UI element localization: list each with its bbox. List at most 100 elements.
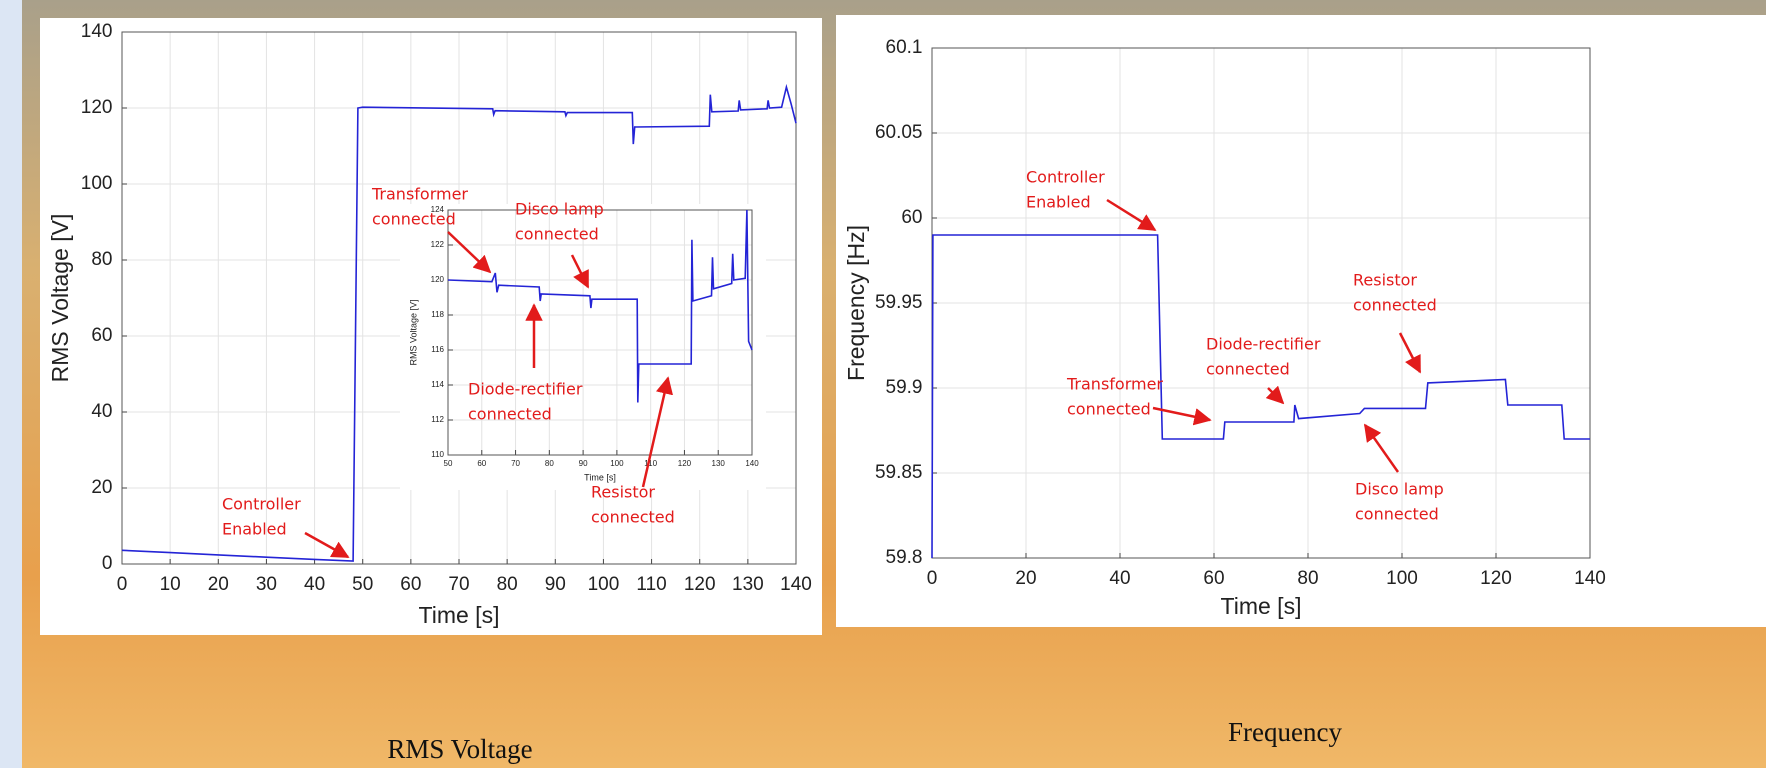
annotation-arrow [641,376,674,488]
x-tick-label: 60 [400,574,421,595]
annotation: connected [1067,400,1151,419]
y-axis-label: Frequency [Hz] [843,225,869,381]
annotation: connected [591,508,675,527]
annotation: Controller [1026,168,1105,187]
x-tick-label: 80 [545,459,554,468]
annotation-arrow [447,231,492,274]
y-tick-label: 80 [91,249,112,270]
y-tick-label: 20 [91,477,112,498]
annotation: connected [1206,360,1290,379]
x-tick-label: 40 [304,574,325,595]
y-tick-label: 60 [91,325,112,346]
x-tick-label: 70 [511,459,520,468]
x-tick-label: 130 [712,459,726,468]
y-tick-label: 59.85 [875,462,923,483]
data-line [447,209,753,403]
y-tick-label: 118 [431,310,444,319]
x-tick-label: 30 [256,574,277,595]
x-tick-label: 100 [588,574,620,595]
y-tick-label: 140 [81,21,113,42]
x-axis-label: Time [s] [419,602,500,628]
annotation: Controller [222,495,301,514]
y-tick-label: 110 [431,450,444,459]
x-tick-label: 120 [678,459,692,468]
annotation-arrow [1265,385,1285,405]
x-tick-label: 100 [1386,568,1418,589]
annotation-arrow [570,254,590,289]
annotation: connected [372,210,456,229]
annotation: Resistor [591,483,655,502]
x-tick-label: 140 [780,574,812,595]
x-tick-label: 90 [545,574,566,595]
x-tick-label: 140 [1574,568,1606,589]
y-tick-label: 60.05 [875,122,923,143]
plot-frame [121,31,797,565]
x-tick-label: 60 [1203,568,1224,589]
y-tick-label: 59.8 [886,547,923,568]
annotation: connected [468,405,552,424]
y-tick-label: 59.95 [875,292,923,313]
y-tick-label: 116 [431,345,444,354]
annotation-arrow [1398,332,1422,374]
y-tick-label: 60.1 [886,37,923,58]
side-strip [0,0,22,768]
y-axis-label: RMS Voltage [V] [408,299,418,365]
x-tick-label: 120 [1480,568,1512,589]
x-tick-label: 120 [684,574,716,595]
x-tick-label: 80 [1297,568,1318,589]
annotation: connected [515,225,599,244]
plot-frame [447,209,753,456]
x-tick-label: 60 [477,459,486,468]
y-tick-label: 59.9 [886,377,923,398]
annotation-arrow [1363,423,1400,473]
annotation: connected [1353,296,1437,315]
y-tick-label: 112 [431,415,444,424]
annotation-arrow [1152,406,1212,426]
annotation: Resistor [1353,271,1417,290]
annotation: Diode-rectifier [1206,335,1321,354]
x-tick-label: 0 [117,574,128,595]
y-tick-label: 120 [81,97,113,118]
caption: RMS Voltage [387,734,532,764]
x-tick-label: 140 [745,459,759,468]
y-axis-label: RMS Voltage [V] [47,214,73,383]
y-tick-label: 40 [91,401,112,422]
x-tick-label: 80 [497,574,518,595]
annotation: Disco lamp [515,200,604,219]
x-tick-label: 70 [448,574,469,595]
caption: Frequency [1228,717,1342,747]
x-tick-label: 110 [644,459,657,468]
annotation: Transformer [1066,375,1163,394]
y-tick-label: 60 [901,207,922,228]
x-tick-label: 130 [732,574,764,595]
panel [836,15,1766,627]
x-tick-label: 0 [927,568,938,589]
annotation: Enabled [1026,193,1091,212]
x-axis-label: Time [s] [584,472,616,482]
x-tick-label: 10 [160,574,181,595]
x-tick-label: 20 [1015,568,1036,589]
annotation: Transformer [371,185,468,204]
y-tick-label: 0 [102,553,113,574]
y-tick-label: 100 [81,173,113,194]
y-tick-label: 124 [431,205,445,214]
annotation-arrow [1106,198,1157,232]
annotation: Disco lamp [1355,480,1444,499]
data-line [931,234,1590,559]
annotation: Diode-rectifier [468,380,583,399]
y-tick-label: 122 [431,240,445,249]
x-tick-label: 110 [636,574,666,595]
x-tick-label: 20 [208,574,229,595]
annotation: Enabled [222,520,287,539]
x-tick-label: 90 [579,459,588,468]
x-tick-label: 50 [444,459,453,468]
data-line [121,83,797,562]
x-tick-label: 100 [610,459,624,468]
x-tick-label: 50 [352,574,373,595]
annotation: connected [1355,505,1439,524]
x-axis-label: Time [s] [1221,593,1302,619]
y-tick-label: 120 [431,275,445,284]
x-tick-label: 40 [1109,568,1130,589]
